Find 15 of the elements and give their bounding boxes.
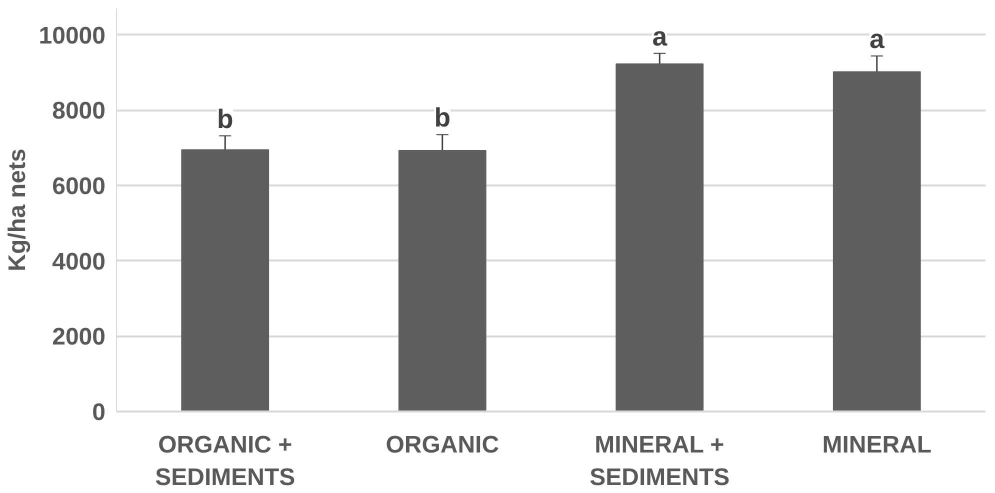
y-tick-label: 2000 [52,324,106,351]
x-tick-label: MINERAL + SEDIMENTS [590,432,730,491]
x-tick-label: ORGANIC + SEDIMENTS [155,432,296,491]
annotation: a [652,21,668,52]
y-tick-label: 8000 [52,98,106,125]
annotation: b [434,102,451,133]
y-tick-label: 4000 [52,248,106,276]
x-tick-label: ORGANIC [386,432,500,458]
x-tick-label: MINERAL [822,432,932,458]
y-tick-label: 6000 [52,173,106,200]
y-tick-label: 10000 [38,22,106,50]
y-tick-label: 0 [92,399,106,426]
annotation: a [869,24,884,54]
annotation: b [216,104,234,134]
y-axis-title: Kg/ha nets [4,148,31,272]
